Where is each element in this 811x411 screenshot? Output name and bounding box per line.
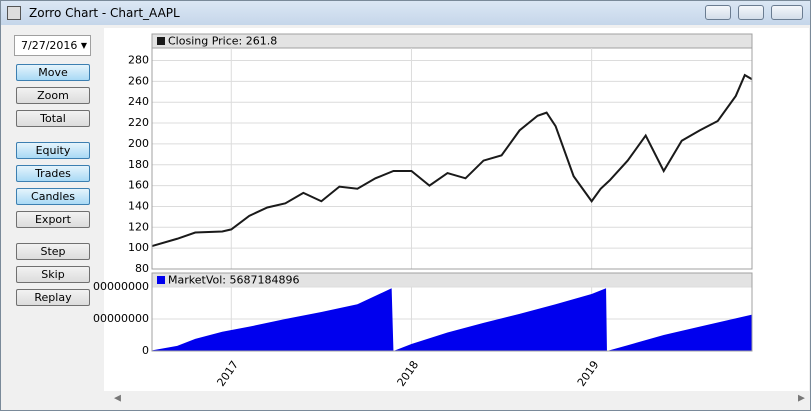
minimize-button[interactable] (705, 5, 731, 20)
y-tick-label: 260 (128, 74, 149, 87)
toolbar-button[interactable]: Zoom (16, 87, 90, 104)
toolbar-button[interactable]: Replay (16, 289, 90, 306)
maximize-button[interactable] (738, 5, 764, 20)
y-tick-label: 80 (135, 262, 149, 275)
y-tick-label: 00000000 (93, 312, 149, 325)
y-tick-label: 200 (128, 137, 149, 150)
date-text: 7/27/2016 (21, 39, 78, 52)
window-title: Zorro Chart - Chart_AAPL (29, 6, 180, 20)
scrollbar[interactable] (104, 391, 809, 406)
date-dropdown[interactable]: 7/27/2016 ▼ (14, 35, 91, 56)
y-tick-label: 120 (128, 220, 149, 233)
plot-border (151, 272, 753, 352)
legend-label: Closing Price: 261.8 (168, 35, 277, 48)
legend-label: MarketVol: 5687184896 (168, 274, 299, 287)
title-bar: Zorro Chart - Chart_AAPL (1, 1, 810, 25)
toolbar-button[interactable]: Candles (16, 188, 90, 205)
toolbar-button[interactable]: Equity (16, 142, 90, 159)
toolbar-button[interactable]: Move (16, 64, 90, 81)
volume-area (152, 288, 752, 351)
y-tick-label: 100 (128, 241, 149, 254)
toolbar-button[interactable]: Trades (16, 165, 90, 182)
y-tick-label: 220 (128, 116, 149, 129)
y-tick-label: 00000000 (93, 280, 149, 293)
y-tick-label: 280 (128, 54, 149, 67)
y-tick-label: 180 (128, 158, 149, 171)
y-tick-label: 140 (128, 199, 149, 212)
price-line (151, 73, 753, 248)
y-tick-label: 240 (128, 95, 149, 108)
legend-swatch (157, 37, 165, 45)
plot-frame (151, 47, 753, 270)
toolbar-button[interactable]: Total (16, 110, 90, 127)
toolbar-button[interactable]: Step (16, 243, 90, 260)
scroll-arrow: ◀ (114, 394, 121, 404)
scroll-arrow: ▶ (798, 394, 805, 404)
app-icon (7, 6, 21, 20)
y-tick-label: 0 (142, 344, 149, 357)
toolbar-button[interactable]: Export (16, 211, 90, 228)
y-tick-label: 160 (128, 179, 149, 192)
close-button[interactable] (771, 5, 803, 20)
plot-border (151, 33, 753, 270)
legend-swatch (157, 276, 165, 284)
toolbar-button[interactable]: Skip (16, 266, 90, 283)
